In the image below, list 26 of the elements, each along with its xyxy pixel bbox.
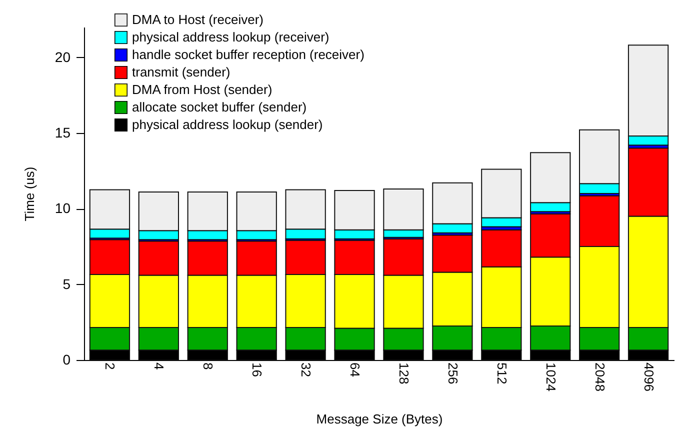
legend-label: DMA to Host (receiver) <box>132 12 264 27</box>
x-axis-title: Message Size (Bytes) <box>316 411 443 426</box>
legend-label: handle socket buffer reception (receiver) <box>132 47 364 62</box>
y-tick-label: 20 <box>54 48 71 65</box>
y-tick-label: 5 <box>62 276 71 292</box>
legend-label: DMA from Host (sender) <box>132 82 272 97</box>
x-tick-label: 8 <box>200 362 216 370</box>
y-tick-label: 0 <box>62 352 71 368</box>
x-tick-label: 4 <box>152 362 167 370</box>
x-tick-label: 32 <box>298 362 314 377</box>
x-tick-label: 2 <box>102 362 118 370</box>
x-tick-label: 512 <box>494 362 510 384</box>
legend-label: physical address lookup (sender) <box>132 117 323 132</box>
x-tick-label: 4096 <box>641 362 656 392</box>
x-tick-label: 16 <box>250 362 265 377</box>
y-tick-label: 10 <box>54 200 71 216</box>
y-tick-label: 15 <box>54 124 71 140</box>
x-tick-label: 256 <box>445 362 460 384</box>
legend-label: transmit (sender) <box>132 64 230 80</box>
x-tick-label: 128 <box>396 362 412 384</box>
x-tick-label: 1024 <box>543 362 558 392</box>
x-tick-label: 64 <box>348 362 363 377</box>
legend-label: physical address lookup (receiver) <box>132 30 330 44</box>
legend-label: allocate socket buffer (sender) <box>132 100 307 114</box>
x-tick-label: 2048 <box>592 362 608 392</box>
y-axis-title: Time (us) <box>22 166 37 222</box>
